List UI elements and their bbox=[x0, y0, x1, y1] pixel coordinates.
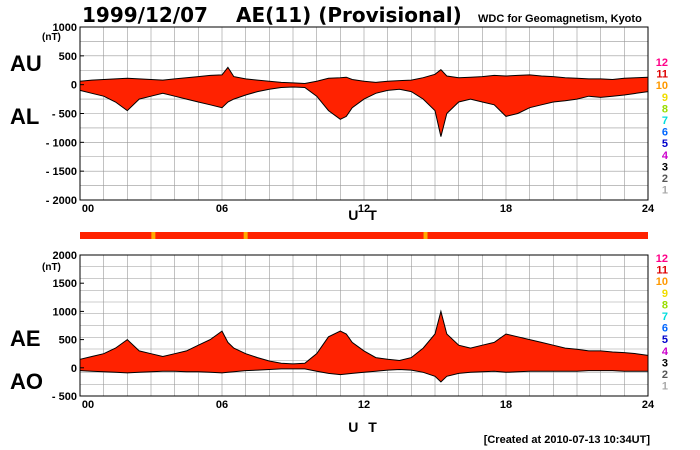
au-al-xlabel: U T bbox=[348, 207, 380, 223]
figure-date: 1999/12/07 bbox=[82, 3, 208, 27]
legend-level: 6 bbox=[662, 323, 668, 335]
x-tick-label: 18 bbox=[500, 203, 512, 215]
x-tick-label: 24 bbox=[642, 399, 655, 411]
activity-band-area bbox=[80, 311, 648, 382]
figure-source: WDC for Geomagnetism, Kyoto bbox=[478, 13, 642, 25]
y-tick-label: - 2000 bbox=[46, 195, 77, 207]
x-tick-label: 00 bbox=[82, 399, 94, 411]
legend-level: 6 bbox=[662, 127, 668, 139]
legend-level: 7 bbox=[662, 115, 668, 127]
x-tick-label: 06 bbox=[216, 399, 228, 411]
x-tick-label: 06 bbox=[216, 203, 228, 215]
legend-level: 12 bbox=[656, 253, 668, 265]
legend-level: 10 bbox=[656, 80, 668, 92]
legend-level: 2 bbox=[662, 173, 668, 185]
legend-level: 1 bbox=[662, 185, 668, 197]
legend-level: 7 bbox=[662, 311, 668, 323]
au-al-panel: AU AL (nT) U T - 2000 - 1500 - 1000 - 500 0 5… bbox=[10, 22, 655, 223]
x-tick-label: 00 bbox=[82, 203, 94, 215]
x-tick-label: 24 bbox=[642, 203, 655, 215]
legend-level: 4 bbox=[662, 150, 669, 162]
y-tick-label: 1000 bbox=[53, 22, 77, 34]
activity-band-area bbox=[80, 67, 648, 137]
figure-title: AE(11) (Provisional) bbox=[236, 3, 462, 27]
ae-ao-unit: (nT) bbox=[42, 262, 61, 273]
legend-level: 9 bbox=[662, 92, 668, 104]
y-tick-label: 0 bbox=[71, 363, 77, 375]
legend-level: 9 bbox=[662, 288, 668, 300]
status-bar-base bbox=[80, 232, 648, 239]
activity-status-bar bbox=[80, 232, 648, 239]
au-al-unit: (nT) bbox=[42, 32, 61, 43]
legend-level: 3 bbox=[662, 161, 668, 173]
legend-level: 1 bbox=[662, 381, 668, 393]
au-label: AU bbox=[10, 51, 42, 76]
ae-ao-panel: AE AO (nT) U T - 500 0 500 1000 1500 2000 00 06… bbox=[10, 250, 655, 435]
y-tick-label: 1500 bbox=[53, 278, 77, 290]
upper-series-line bbox=[79, 309, 649, 365]
y-tick-label: 500 bbox=[59, 335, 77, 347]
y-tick-label: 2000 bbox=[53, 250, 77, 262]
al-label: AL bbox=[10, 104, 39, 129]
y-tick-label: - 500 bbox=[52, 109, 77, 121]
ao-label: AO bbox=[10, 369, 43, 394]
legend-level: 11 bbox=[656, 69, 668, 81]
plot-frame bbox=[79, 254, 649, 397]
legend-level: 11 bbox=[656, 265, 668, 277]
legend-level: 4 bbox=[662, 346, 669, 358]
legend-level: 5 bbox=[662, 334, 668, 346]
status-bar-highlight bbox=[423, 232, 428, 239]
created-timestamp: [Created at 2010-07-13 10:34UT] bbox=[484, 434, 651, 446]
y-tick-label: 1000 bbox=[53, 306, 77, 318]
status-bar-highlight bbox=[243, 232, 248, 239]
lower-series-line bbox=[79, 86, 649, 137]
legend-level: 8 bbox=[662, 103, 668, 115]
legend-level: 12 bbox=[656, 57, 668, 69]
x-tick-label: 12 bbox=[358, 203, 370, 215]
status-bar-highlight bbox=[151, 232, 156, 239]
ae-label: AE bbox=[10, 326, 41, 351]
legend-level: 8 bbox=[662, 299, 668, 311]
legend-level: 10 bbox=[656, 276, 668, 288]
y-tick-label: - 1000 bbox=[46, 137, 77, 149]
y-tick-label: - 500 bbox=[52, 391, 77, 403]
y-tick-label: - 1500 bbox=[46, 166, 77, 178]
y-tick-label: 0 bbox=[71, 80, 77, 92]
legend-level: 3 bbox=[662, 357, 668, 369]
upper-series-line bbox=[79, 66, 649, 85]
ae-ao-xlabel: U T bbox=[348, 419, 380, 435]
legend-level: 5 bbox=[662, 138, 668, 150]
x-tick-label: 18 bbox=[500, 399, 512, 411]
lower-series-line bbox=[79, 368, 648, 383]
x-tick-label: 12 bbox=[358, 399, 370, 411]
y-tick-label: 500 bbox=[59, 51, 77, 63]
legend-level: 2 bbox=[662, 369, 668, 381]
